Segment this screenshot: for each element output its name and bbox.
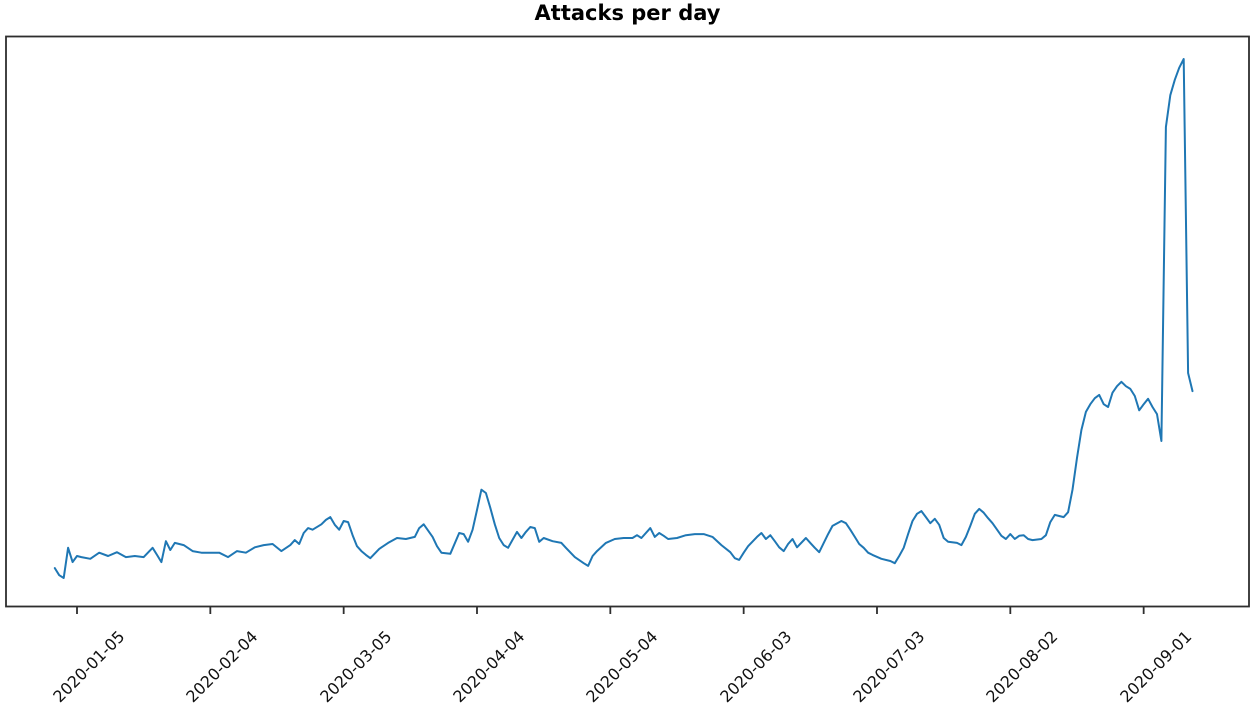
x-tick-marks (76, 607, 1145, 614)
attacks-line-series (53, 58, 1194, 579)
chart-title: Attacks per day (534, 1, 721, 25)
plot-border (5, 35, 1250, 608)
